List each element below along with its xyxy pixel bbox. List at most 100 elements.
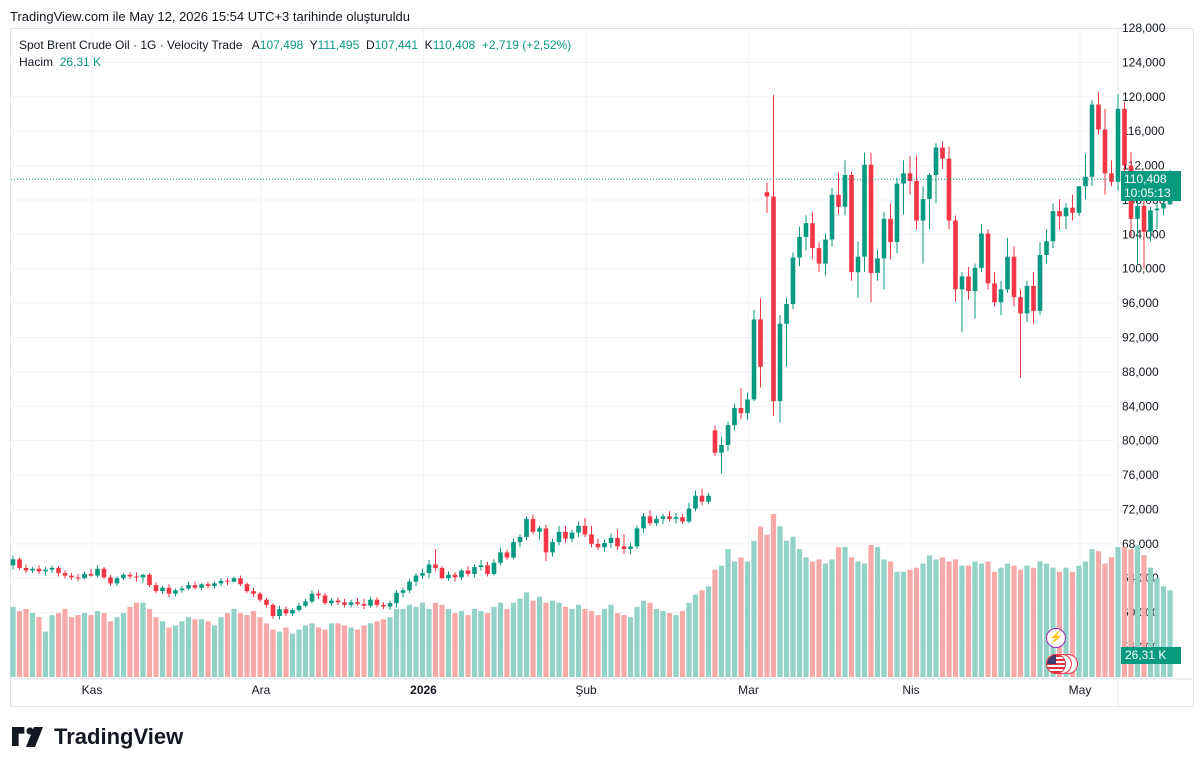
high-value: 111,495 (317, 38, 360, 52)
candle-body (199, 584, 204, 588)
candle-body (368, 599, 373, 606)
candle-body (1037, 254, 1043, 311)
candle-body (160, 587, 165, 592)
candle-body (439, 567, 445, 579)
candle-body (524, 518, 529, 537)
volume-bar (81, 613, 88, 677)
volume-bar (107, 621, 114, 677)
symbol-name[interactable]: Spot Brent Crude Oil · 1G · Velocity Tra… (19, 38, 243, 52)
volume-bar (328, 623, 335, 677)
candle-body (992, 283, 997, 303)
candle-body (218, 580, 224, 584)
chart-frame[interactable] (10, 28, 1194, 707)
volume-bar (179, 621, 185, 677)
volume-bar (614, 613, 621, 677)
candle-body (355, 602, 360, 605)
volume-bar (1102, 563, 1108, 677)
volume-legend: Hacim 26,31 K (19, 55, 101, 69)
us-flag-icon[interactable] (1046, 654, 1066, 674)
y-tick-label: 116,000 (1122, 124, 1165, 138)
volume-bar (588, 611, 595, 677)
volume-bar (218, 617, 224, 677)
volume-bar (49, 615, 55, 677)
volume-bar (445, 608, 452, 677)
volume-bar (952, 559, 959, 677)
volume-bar (185, 617, 192, 677)
candle-body (920, 199, 926, 221)
candle-body (62, 573, 68, 576)
candle-body (30, 568, 35, 571)
candle-body (816, 248, 822, 264)
volume-bar (907, 569, 913, 677)
volume-bar (88, 615, 94, 677)
candle-body (264, 599, 269, 605)
volume-bar (543, 602, 549, 677)
candle-body (1135, 205, 1140, 219)
candle-body (452, 574, 458, 578)
candle-body (803, 223, 809, 237)
volume-bar (1115, 547, 1121, 677)
volume-bar (1082, 561, 1089, 677)
volume-bar (861, 563, 868, 677)
candle-body (654, 518, 659, 524)
volume-bar (510, 602, 517, 677)
candle-body (1096, 104, 1101, 130)
candle-body (732, 407, 737, 426)
candle-body (108, 577, 113, 584)
volume-bar (757, 526, 764, 677)
tradingview-logo-icon (12, 727, 43, 747)
volume-bar (400, 608, 406, 677)
candle-body (459, 570, 464, 578)
volume-bar (744, 561, 751, 677)
volume-bar (985, 561, 991, 677)
volume-bar (153, 617, 159, 677)
y-tick-label: 92,000 (1122, 331, 1159, 345)
candle-body (82, 573, 87, 579)
volume-bar (1121, 547, 1128, 677)
volume-label[interactable]: Hacim (19, 55, 54, 69)
volume-bar (530, 600, 536, 677)
x-tick-label: Kas (82, 683, 103, 697)
volume-bar (296, 629, 302, 677)
volume-bar (309, 623, 315, 677)
volume-bar (894, 571, 900, 677)
candle-body (1076, 186, 1082, 213)
candle-body (205, 584, 211, 586)
volume-bar (1069, 571, 1076, 677)
volume-bar (523, 592, 530, 677)
candle-body (972, 267, 978, 292)
candle-body (979, 233, 984, 268)
candle-body (225, 580, 230, 582)
volume-bar (751, 540, 757, 677)
volume-bar (439, 604, 445, 677)
candle-body (316, 593, 321, 596)
lightning-event-icon[interactable]: ⚡ (1046, 628, 1066, 648)
candle-body (569, 532, 575, 539)
volume-bar (1063, 567, 1069, 677)
volume-bar (348, 627, 354, 677)
y-tick-label: 128,000 (1122, 21, 1166, 35)
volume-bar (491, 606, 497, 677)
candle-body (238, 578, 243, 585)
volume-bar (159, 621, 166, 677)
volume-bar (731, 561, 738, 677)
volume-bar (23, 608, 29, 677)
candle-body (465, 570, 471, 574)
volume-bar (783, 540, 790, 677)
volume-bar (718, 565, 725, 677)
tradingview-logo[interactable]: TradingView (12, 724, 183, 750)
volume-bar (231, 608, 237, 677)
candle-body (1018, 297, 1023, 314)
y-tick-label: 96,000 (1122, 296, 1159, 310)
volume-bar (478, 611, 484, 677)
volume-bar (380, 619, 387, 677)
candle-body (296, 605, 302, 611)
candle-body (751, 319, 757, 400)
volume-bar (1089, 549, 1095, 677)
candle-body (647, 516, 653, 524)
candle-body (426, 564, 432, 574)
volume-bar (211, 625, 218, 677)
candle-body (173, 590, 178, 594)
volume-bar (270, 629, 276, 677)
